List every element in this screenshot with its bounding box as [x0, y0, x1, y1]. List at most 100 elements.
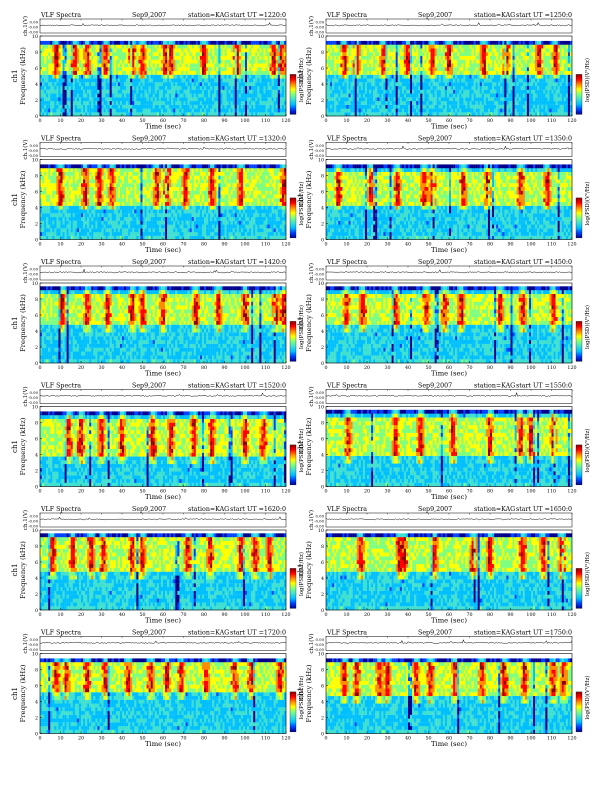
spectrogram-cells [326, 164, 572, 239]
x-tick-label: 70 [180, 612, 186, 618]
x-tick-label: 100 [526, 612, 535, 618]
y-tick-label: 8 [321, 420, 324, 426]
x-tick-label: 110 [547, 736, 556, 742]
x-tick-label: 10 [57, 118, 63, 124]
spectrogram-panel-10: VLF Spectra Sep9,2007 station=KAG start UT … [297, 506, 591, 625]
x-tick-label: 110 [547, 365, 556, 371]
spectrogram-cells [40, 164, 286, 239]
panel-station: station=KAG [474, 630, 515, 637]
channel-label: ch1 [297, 687, 305, 700]
x-tick-label: 0 [324, 118, 327, 124]
x-axis-label: Time (sec) [431, 740, 467, 748]
panel-station: station=KAG [474, 383, 515, 390]
y-axis-label: Frequency (kHz) [19, 541, 27, 599]
panel-date: Sep9,2007 [418, 259, 452, 266]
x-tick-label: 90 [507, 365, 513, 371]
panel-header-left: VLF Spectra [326, 12, 367, 19]
y-tick-label: 4 [321, 576, 324, 582]
x-tick-label: 120 [567, 489, 576, 495]
y-tick-label: 4 [321, 82, 324, 88]
y-axis-label: Frequency (kHz) [19, 170, 27, 228]
colorbar [576, 198, 582, 238]
x-tick-label: 70 [180, 365, 186, 371]
x-tick-label: 20 [78, 365, 84, 371]
colorbar [290, 321, 296, 361]
panel-header-left: VLF Spectra [40, 136, 81, 143]
panel-station: station=KAG [188, 259, 229, 266]
y-axis-label: Frequency (kHz) [305, 417, 313, 475]
y-tick-label: 4 [35, 329, 38, 335]
spectrogram-panel-12: VLF Spectra Sep9,2007 station=KAG start UT … [297, 630, 591, 749]
panel-header-left: VLF Spectra [40, 506, 81, 513]
no-data-strip [40, 654, 286, 659]
panel-date: Sep9,2007 [418, 506, 452, 513]
colorbar-label: log(PSD)(V²/Hz) [584, 58, 591, 102]
y-tick-label: 10 [32, 34, 38, 40]
x-tick-label: 80 [487, 365, 493, 371]
y-tick-label: 4 [35, 82, 38, 88]
y-tick-label: 2 [35, 98, 38, 104]
x-axis-label: Time (sec) [145, 123, 181, 131]
spectrogram-cells [40, 411, 286, 486]
waveform-tick-label: -0.00 [28, 153, 38, 158]
colorbar [576, 445, 582, 485]
x-tick-label: 110 [261, 118, 270, 124]
panel-header-left: VLF Spectra [326, 630, 367, 637]
panel-station: station=KAG [474, 136, 515, 143]
y-tick-label: 10 [32, 528, 38, 534]
y-tick-label: 2 [35, 468, 38, 474]
x-tick-label: 10 [57, 489, 63, 495]
no-data-strip [326, 407, 572, 410]
panel-header-left: VLF Spectra [40, 12, 81, 19]
x-tick-label: 30 [98, 365, 104, 371]
x-axis-label: Time (sec) [145, 617, 181, 625]
x-tick-label: 40 [405, 365, 411, 371]
x-tick-label: 40 [119, 365, 125, 371]
y-tick-label: 2 [35, 592, 38, 598]
x-tick-label: 10 [57, 242, 63, 248]
x-tick-label: 70 [180, 736, 186, 742]
no-data-strip [40, 283, 286, 286]
y-tick-label: 6 [321, 683, 324, 689]
x-tick-label: 30 [384, 242, 390, 248]
spectrogram-panel-4: VLF Spectra Sep9,2007 station=KAG start UT … [297, 136, 591, 255]
x-tick-label: 40 [119, 612, 125, 618]
x-tick-label: 90 [221, 242, 227, 248]
x-tick-label: 10 [343, 489, 349, 495]
colorbar-label: log(PSD)(V²/Hz) [584, 676, 591, 720]
x-tick-label: 30 [384, 489, 390, 495]
x-tick-label: 40 [119, 736, 125, 742]
panel-station: station=KAG [474, 12, 515, 19]
y-tick-label: 2 [321, 98, 324, 104]
x-tick-label: 100 [526, 118, 535, 124]
panel-date: Sep9,2007 [418, 136, 452, 143]
x-tick-label: 90 [507, 612, 513, 618]
y-tick-label: 10 [32, 157, 38, 163]
x-tick-label: 30 [384, 365, 390, 371]
x-axis-label: Time (sec) [431, 123, 467, 131]
y-axis-label: Frequency (kHz) [305, 541, 313, 599]
channel-label: ch1 [11, 70, 19, 83]
waveform-frame [40, 143, 286, 157]
colorbar [290, 198, 296, 238]
y-tick-label: 8 [35, 667, 38, 673]
y-axis-label: Frequency (kHz) [305, 170, 313, 228]
x-tick-label: 90 [507, 242, 513, 248]
x-tick-label: 20 [78, 489, 84, 495]
y-tick-label: 6 [321, 436, 324, 442]
y-tick-label: 2 [321, 221, 324, 227]
spectrogram-panel-5: VLF Spectra Sep9,2007 station=KAG start UT … [11, 259, 305, 378]
x-tick-label: 70 [466, 365, 472, 371]
panel-header-left: VLF Spectra [326, 506, 367, 513]
y-tick-label: 6 [321, 313, 324, 319]
x-tick-label: 0 [324, 489, 327, 495]
x-tick-label: 20 [78, 736, 84, 742]
x-tick-label: 80 [487, 242, 493, 248]
waveform-frame [40, 637, 286, 651]
x-tick-label: 90 [507, 489, 513, 495]
x-axis-label: Time (sec) [431, 493, 467, 501]
no-data-strip [40, 407, 286, 412]
x-tick-label: 110 [261, 365, 270, 371]
panel-date: Sep9,2007 [132, 259, 166, 266]
x-tick-label: 40 [119, 489, 125, 495]
